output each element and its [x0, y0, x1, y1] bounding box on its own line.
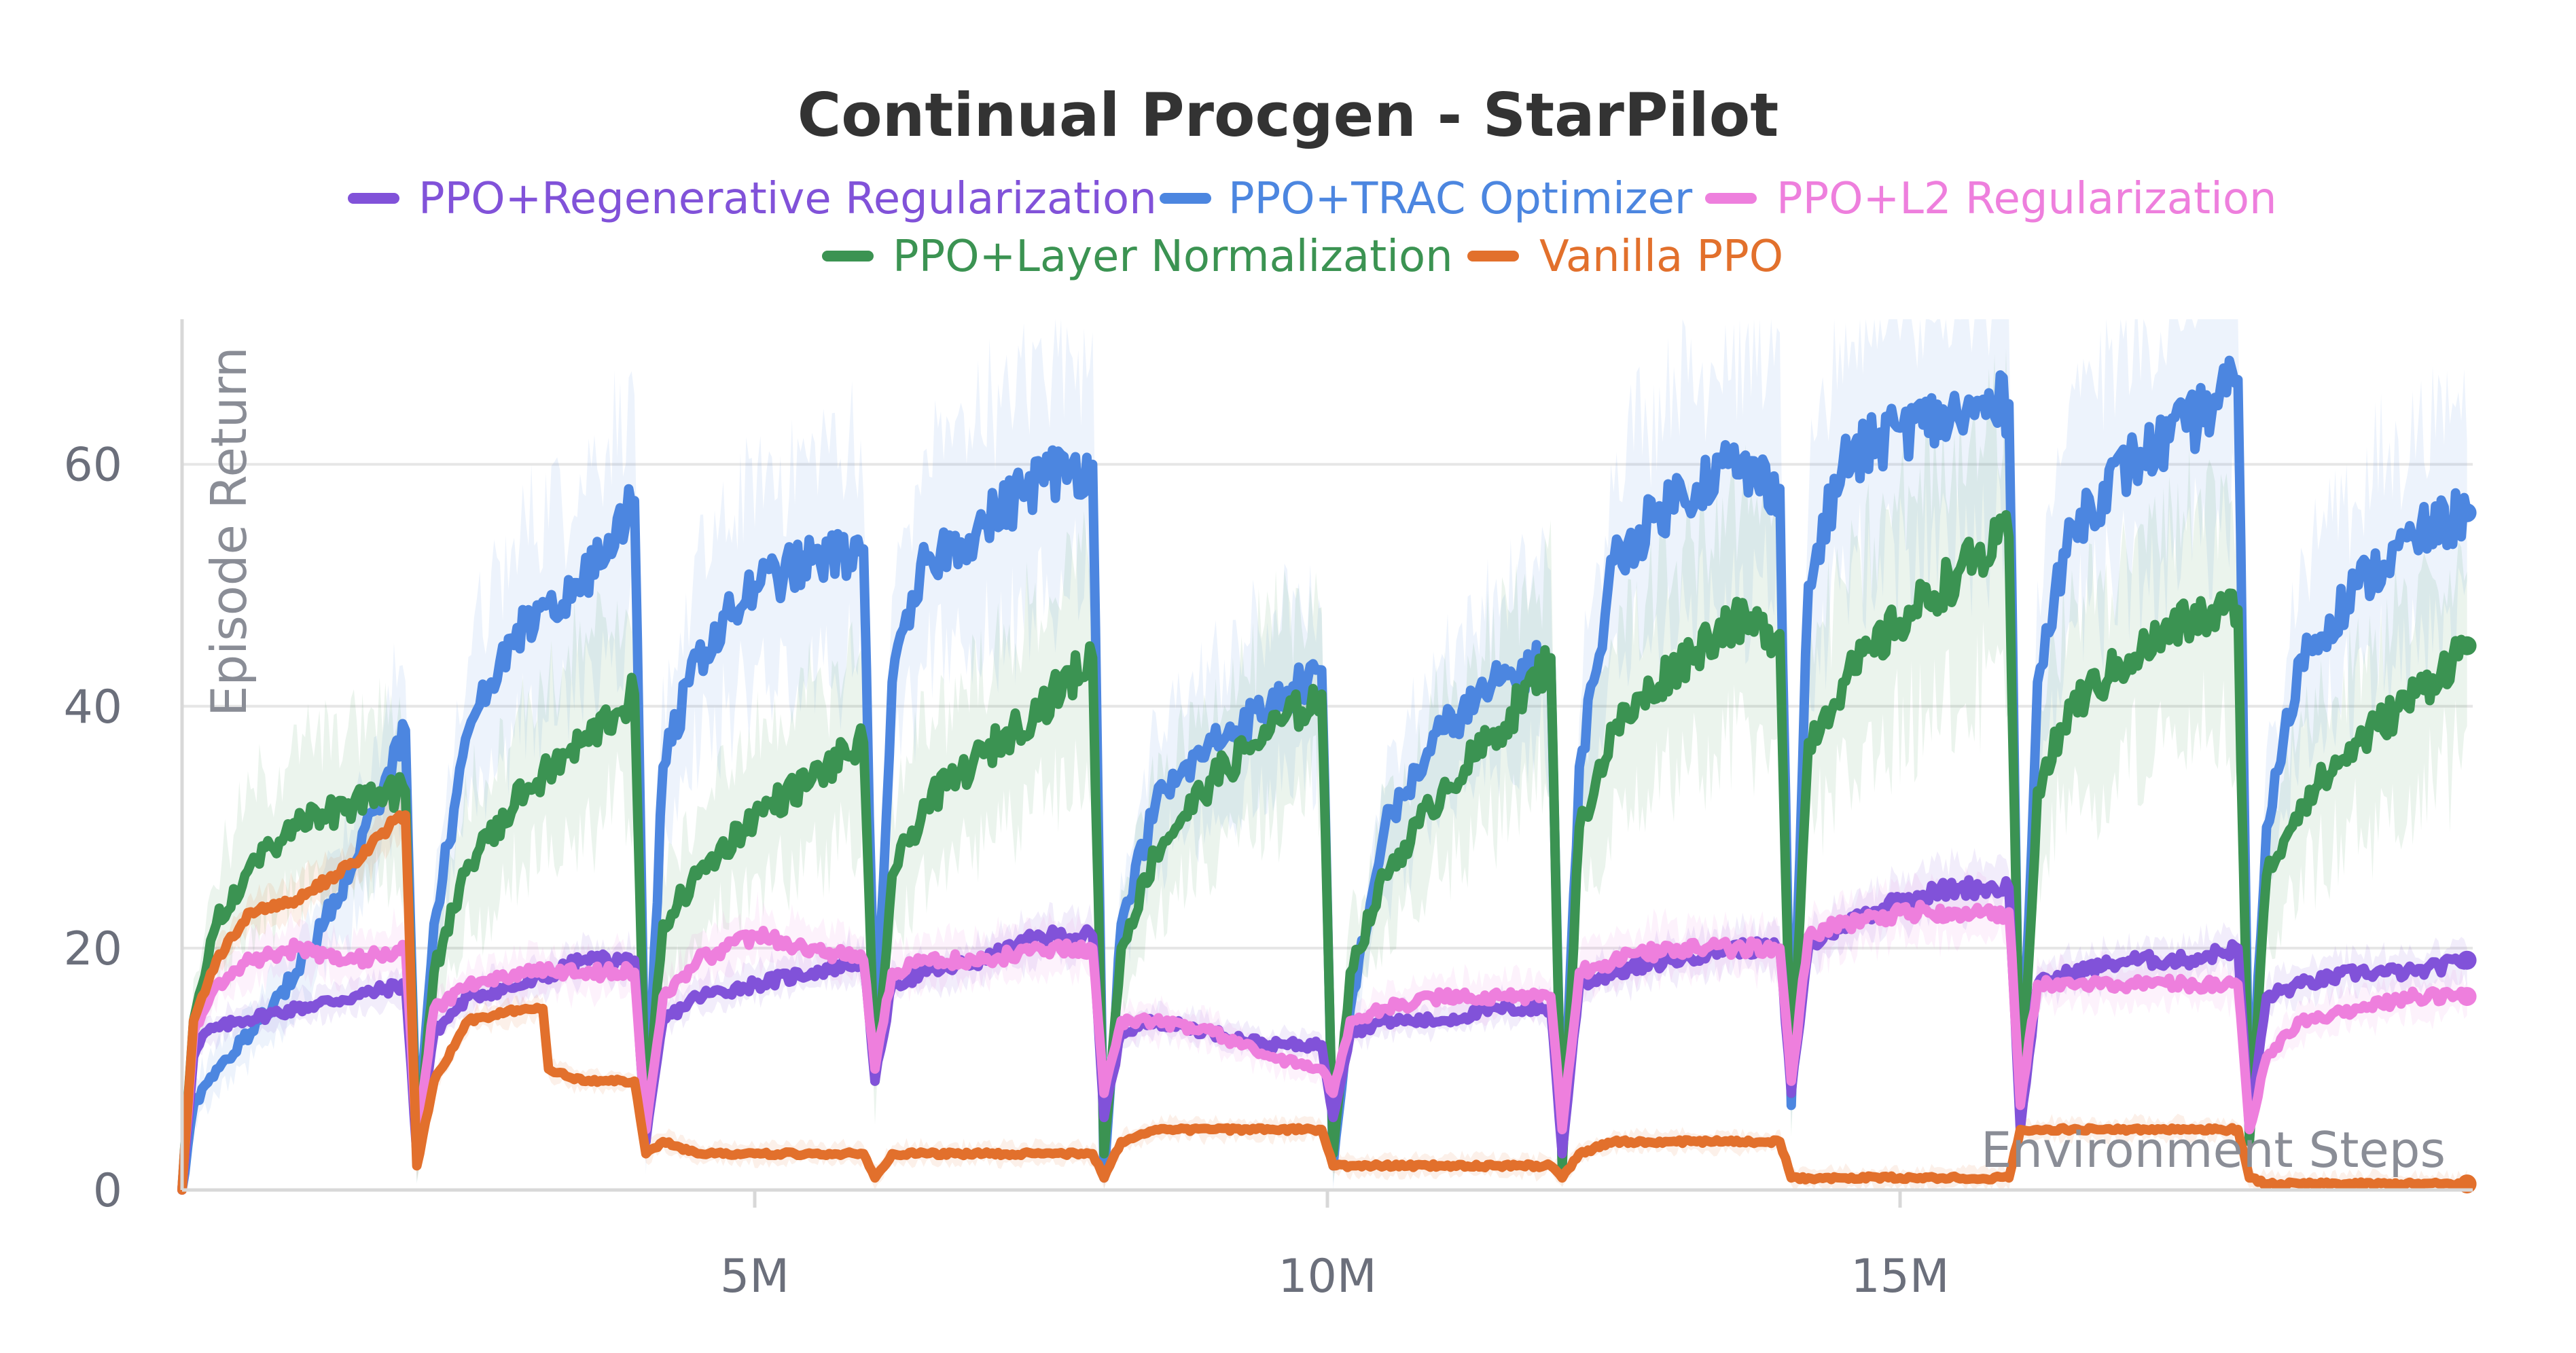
legend-label-regenerative: PPO+Regenerative Regularization	[418, 174, 1157, 224]
x-tick-label: 10M	[1278, 1250, 1376, 1303]
legend-item-layernorm[interactable]: PPO+Layer Normalization	[822, 232, 1453, 282]
axes	[180, 319, 2473, 1192]
legend-item-l2[interactable]: PPO+L2 Regularization	[1705, 174, 2277, 224]
x-axis-label: Environment Steps	[1981, 1121, 2446, 1178]
series-line-layernorm	[177, 510, 2472, 1195]
series-lines	[177, 355, 2472, 1195]
y-tick-label: 20	[63, 922, 122, 976]
legend-item-trac[interactable]: PPO+TRAC Optimizer	[1160, 174, 1693, 224]
y-tick-label: 40	[63, 681, 122, 734]
endpoint-trac	[2457, 503, 2477, 522]
legend-label-layernorm: PPO+Layer Normalization	[893, 232, 1453, 282]
legend-label-vanilla: Vanilla PPO	[1539, 232, 1783, 282]
y-tick-label: 60	[63, 439, 122, 492]
x-tick-label: 5M	[720, 1250, 789, 1303]
endpoint-l2	[2457, 987, 2477, 1007]
series-line-l2	[177, 899, 2472, 1195]
x-tick-label: 15M	[1850, 1250, 1949, 1303]
legend-label-l2: PPO+L2 Regularization	[1776, 174, 2277, 224]
endpoint-layernorm	[2457, 636, 2477, 655]
legend-item-regenerative[interactable]: PPO+Regenerative Regularization	[348, 174, 1157, 224]
legend-label-trac: PPO+TRAC Optimizer	[1228, 174, 1693, 224]
y-tick-label: 0	[93, 1164, 122, 1218]
y-axis-label: Episode Return	[200, 346, 257, 717]
tick-labels: 0 20 40 60 5M 10M 15M	[63, 439, 1949, 1303]
endpoint-regenerative	[2457, 950, 2477, 970]
series-line-vanilla	[177, 810, 2472, 1195]
legend: PPO+Regenerative Regularization PPO+TRAC…	[348, 174, 2277, 282]
series-line-regenerative	[177, 875, 2472, 1195]
legend-item-vanilla[interactable]: Vanilla PPO	[1467, 232, 1783, 282]
chart-title: Continual Procgen - StarPilot	[798, 80, 1779, 150]
